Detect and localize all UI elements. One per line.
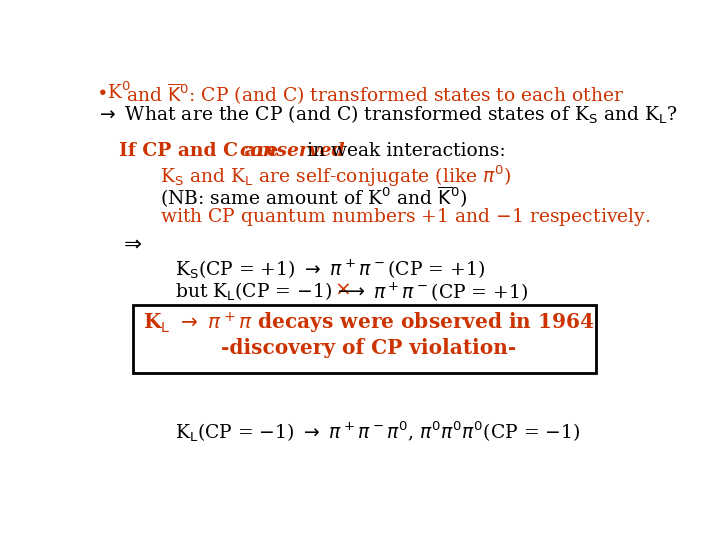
Text: -discovery of CP violation-: -discovery of CP violation- xyxy=(221,338,517,358)
Text: $\times$: $\times$ xyxy=(334,279,350,299)
Text: K$_\mathrm{L}$(CP = $-$1) $\rightarrow$ $\pi^+\pi^-\pi^0$, $\pi^0\pi^0\pi^0$(CP : K$_\mathrm{L}$(CP = $-$1) $\rightarrow$ … xyxy=(175,419,580,444)
Text: but K$_\mathrm{L}$(CP = $-$1): but K$_\mathrm{L}$(CP = $-$1) xyxy=(175,280,334,303)
Text: conserved: conserved xyxy=(240,142,345,160)
Text: $\Rightarrow$: $\Rightarrow$ xyxy=(120,233,143,255)
Text: K$_\mathrm{L}$ $\rightarrow$ $\pi^+\pi$ decays were observed in 1964: K$_\mathrm{L}$ $\rightarrow$ $\pi^+\pi$ … xyxy=(143,311,595,336)
Text: with CP quantum numbers +1 and $-$1 respectively.: with CP quantum numbers +1 and $-$1 resp… xyxy=(160,206,650,228)
Text: $\longrightarrow$: $\longrightarrow$ xyxy=(334,282,366,300)
Text: in weak interactions:: in weak interactions: xyxy=(301,142,505,160)
Text: K$_\mathrm{S}$(CP = +1) $\rightarrow$ $\pi^+\pi^-$(CP = +1): K$_\mathrm{S}$(CP = +1) $\rightarrow$ $\… xyxy=(175,257,485,281)
Text: and $\overline{\mathrm{K}}^0$: CP (and C) transformed states to each other: and $\overline{\mathrm{K}}^0$: CP (and C… xyxy=(127,82,625,107)
Text: If CP and C are: If CP and C are xyxy=(120,142,285,160)
Text: $\bullet$K$^0$: $\bullet$K$^0$ xyxy=(96,82,132,103)
Text: $\rightarrow$ What are the CP (and C) transformed states of K$_\mathrm{S}$ and K: $\rightarrow$ What are the CP (and C) tr… xyxy=(96,103,678,126)
Bar xyxy=(132,305,596,373)
Text: (NB: same amount of K$^0$ and $\overline{\mathrm{K}}^0$): (NB: same amount of K$^0$ and $\overline… xyxy=(160,185,467,211)
Text: $\pi^+\pi^-$(CP = +1): $\pi^+\pi^-$(CP = +1) xyxy=(373,280,528,303)
Text: K$_\mathrm{S}$ and K$_\mathrm{L}$ are self-conjugate (like $\pi^0$): K$_\mathrm{S}$ and K$_\mathrm{L}$ are se… xyxy=(160,164,511,189)
